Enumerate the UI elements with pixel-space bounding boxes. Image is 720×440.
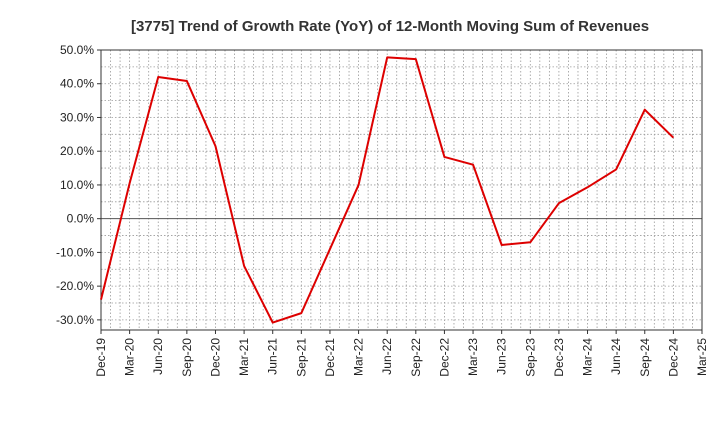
x-tick-label: Sep-22 [409, 338, 423, 377]
x-tick-label: Dec-22 [437, 338, 451, 377]
x-tick-label: Mar-23 [466, 338, 480, 376]
y-tick-label: 0.0% [67, 212, 95, 226]
series-layer [100, 56, 675, 324]
x-tick-label: Jun-23 [495, 338, 509, 375]
x-tick-label: Jun-20 [151, 338, 165, 375]
x-tick-label: Mar-24 [581, 338, 595, 376]
y-tick-label: 30.0% [60, 110, 94, 124]
y-tick-label: 20.0% [60, 144, 94, 158]
x-tick-label: Dec-23 [552, 338, 566, 377]
x-axis-ticks: Dec-19 Mar-20 Jun-20 Sep-20 Dec-20 Mar-21 Jun-… [94, 330, 709, 377]
x-tick-label: Sep-21 [294, 338, 308, 377]
x-tick-label: Jun-22 [380, 338, 394, 375]
y-axis-ticks: 50.0% 40.0% 30.0% 20.0% 10.0% 0.0% -10.0% -20.0… [56, 43, 101, 327]
axes [100, 49, 703, 331]
x-tick-label: Sep-23 [523, 338, 537, 377]
plot-border [100, 49, 703, 331]
y-tick-label: 40.0% [60, 77, 94, 91]
y-tick-label: -20.0% [56, 279, 94, 293]
x-tick-label: Mar-25 [695, 338, 709, 376]
y-tick-label: -30.0% [56, 313, 94, 327]
x-tick-label: Jun-24 [609, 338, 623, 375]
x-tick-label: Sep-24 [638, 338, 652, 377]
chart-title: [3775] Trend of Growth Rate (YoY) of 12-… [131, 18, 649, 35]
x-tick-label: Mar-20 [123, 338, 137, 376]
plot-area [101, 50, 702, 330]
x-tick-label: Dec-20 [208, 338, 222, 377]
y-tick-label: 50.0% [60, 43, 94, 57]
x-tick-label: Dec-21 [323, 338, 337, 377]
x-tick-label: Mar-22 [352, 338, 366, 376]
x-tick-label: Jun-21 [266, 338, 280, 375]
x-tick-label: Sep-20 [180, 338, 194, 377]
x-tick-label: Dec-19 [94, 338, 108, 377]
x-tick-label: Dec-24 [666, 338, 680, 377]
x-tick-label: Mar-21 [237, 338, 251, 376]
y-tick-label: -10.0% [56, 245, 94, 259]
y-tick-label: 10.0% [60, 178, 94, 192]
grid [101, 49, 702, 330]
